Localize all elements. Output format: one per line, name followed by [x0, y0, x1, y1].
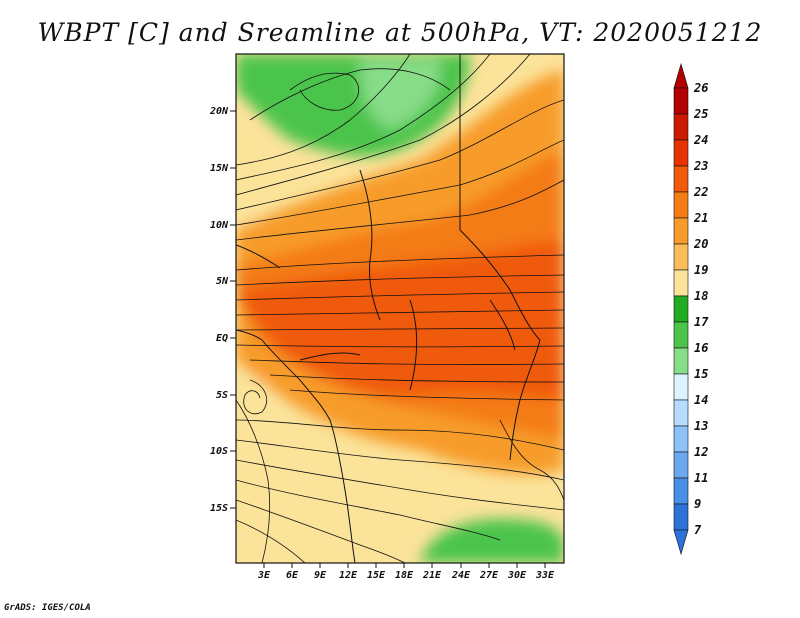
lat-axis: 20N 15N 10N 5N EQ 5S 10S 15S — [209, 106, 236, 514]
colorbar-top-arrow — [673, 62, 689, 89]
colorbar-label: 23 — [693, 159, 708, 173]
colorbar-bottom-arrow — [673, 529, 689, 556]
lon-tick: 3E — [257, 563, 271, 581]
lon-axis: 3E 6E 9E 12E 15E 18E 21E 24E 27E 30E 33E — [257, 563, 555, 581]
svg-text:15E: 15E — [367, 570, 386, 581]
colorbar-label: 14 — [694, 393, 708, 407]
colorbar-swatch — [673, 399, 689, 427]
colorbar-label: 20 — [693, 237, 708, 251]
lon-tick: 9E — [314, 563, 327, 581]
lon-tick: 15E — [367, 563, 386, 581]
wbpt-field — [236, 54, 564, 563]
colorbar-label: 17 — [694, 315, 709, 329]
svg-text:6E: 6E — [286, 570, 299, 581]
svg-text:15S: 15S — [210, 503, 228, 514]
lon-tick: 24E — [451, 563, 471, 581]
lon-tick: 33E — [535, 563, 555, 581]
colorbar-swatch — [673, 347, 689, 375]
colorbar-label: 9 — [694, 497, 701, 511]
lat-tick: 10S — [210, 446, 236, 457]
svg-text:3E: 3E — [257, 570, 271, 581]
colorbar-label: 26 — [693, 81, 708, 95]
lon-tick: 30E — [507, 563, 527, 581]
lat-tick: 20N — [209, 106, 236, 117]
svg-text:24E: 24E — [451, 570, 471, 581]
colorbar-label: 21 — [693, 211, 708, 225]
colorbar-label: 13 — [694, 419, 708, 433]
svg-text:5S: 5S — [216, 390, 228, 401]
lat-tick: 15N — [210, 163, 236, 174]
colorbar-label: 19 — [694, 263, 708, 277]
lat-tick: 5S — [216, 390, 236, 401]
colorbar-swatch — [673, 295, 689, 323]
colorbar-swatch — [673, 425, 689, 453]
page-title: WBPT [C] and Sreamline at 500hPa, VT: 20… — [37, 18, 763, 47]
colorbar-swatch — [673, 451, 689, 479]
svg-text:33E: 33E — [535, 570, 555, 581]
streamlines — [236, 54, 564, 563]
colorbar-swatch — [673, 87, 689, 115]
colorbar-label: 25 — [693, 107, 708, 121]
colorbar-label: 22 — [693, 185, 708, 199]
svg-text:9E: 9E — [314, 570, 327, 581]
colorbar-label: 7 — [694, 523, 702, 537]
colorbar-swatch — [673, 191, 689, 219]
svg-text:EQ: EQ — [216, 333, 228, 344]
svg-text:10N: 10N — [210, 220, 229, 231]
lon-tick: 18E — [395, 563, 414, 581]
lon-tick: 27E — [479, 563, 499, 581]
svg-text:30E: 30E — [507, 570, 527, 581]
map-frame — [235, 53, 565, 564]
colorbar-label: 16 — [694, 341, 708, 355]
svg-text:15N: 15N — [210, 163, 229, 174]
coastlines — [236, 54, 541, 563]
colorbar-swatch — [673, 139, 689, 167]
colorbar-swatch — [673, 113, 689, 141]
lat-tick: 10N — [210, 220, 236, 231]
svg-text:21E: 21E — [422, 570, 442, 581]
colorbar-label: 15 — [694, 367, 708, 381]
colorbar-swatch — [673, 477, 689, 505]
lat-tick: EQ — [216, 333, 236, 344]
lat-tick: 15S — [210, 503, 236, 514]
colorbar-swatch — [673, 373, 689, 401]
lon-tick: 21E — [422, 563, 442, 581]
lon-tick: 12E — [339, 563, 358, 581]
colorbar-swatch — [673, 269, 689, 297]
lat-tick: 5N — [216, 276, 236, 287]
colorbar-label: 11 — [694, 471, 708, 485]
colorbar: 26 25 24 23 22 21 20 19 18 17 16 15 14 13 12 11 9 7 — [673, 62, 709, 556]
colorbar-swatch — [673, 165, 689, 193]
colorbar-swatch — [673, 217, 689, 245]
lon-tick: 6E — [286, 563, 299, 581]
colorbar-swatch — [673, 503, 689, 531]
colorbar-label: 24 — [693, 133, 708, 147]
colorbar-label: 12 — [694, 445, 708, 459]
svg-text:5N: 5N — [216, 276, 229, 287]
svg-text:20N: 20N — [209, 106, 229, 117]
colorbar-swatch — [673, 321, 689, 349]
credit-label: GrADS: IGES/COLA — [4, 603, 91, 613]
colorbar-swatch — [673, 243, 689, 271]
svg-text:10S: 10S — [210, 446, 228, 457]
svg-text:18E: 18E — [395, 570, 414, 581]
svg-text:27E: 27E — [479, 570, 499, 581]
svg-text:12E: 12E — [339, 570, 358, 581]
colorbar-label: 18 — [694, 289, 708, 303]
